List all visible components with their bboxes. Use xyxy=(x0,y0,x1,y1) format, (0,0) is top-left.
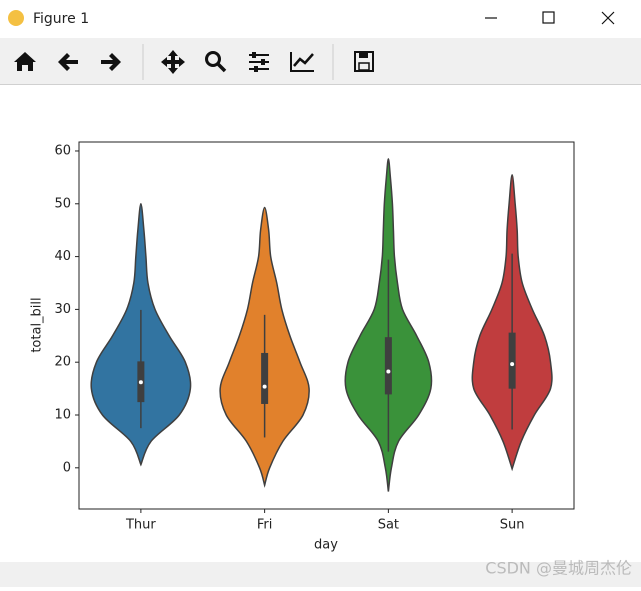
median xyxy=(510,362,515,367)
box xyxy=(261,352,269,404)
y-axis-label: total_bill xyxy=(30,297,45,352)
x-axis-label: day xyxy=(314,538,338,553)
configure-button[interactable] xyxy=(249,52,269,72)
status-bar xyxy=(0,562,641,587)
watermark: CSDN @曼城周杰伦 xyxy=(485,559,632,578)
app-icon xyxy=(8,10,24,26)
toolbar xyxy=(0,38,641,84)
y-tick-label: 20 xyxy=(54,355,71,370)
edit-axes-button[interactable] xyxy=(290,52,314,72)
box xyxy=(384,337,392,395)
plot-area: 0 10 20 30 40 50 60 Thur Fri Sat Sun xyxy=(54,143,553,533)
y-tick-label: 60 xyxy=(54,143,71,158)
save-button[interactable] xyxy=(354,51,374,72)
median xyxy=(138,380,143,385)
y-tick-label: 50 xyxy=(54,196,71,211)
close-button[interactable] xyxy=(601,11,615,25)
x-tick-label: Thur xyxy=(125,518,156,533)
zoom-button[interactable] xyxy=(205,51,227,73)
y-tick-label: 10 xyxy=(54,408,71,423)
y-tick-label: 40 xyxy=(54,249,71,264)
y-tick-label: 30 xyxy=(54,302,71,317)
window-title: Figure 1 xyxy=(33,11,89,27)
y-tick-label: 0 xyxy=(63,460,71,475)
title-bar xyxy=(0,0,641,38)
median xyxy=(386,369,391,374)
x-tick-label: Fri xyxy=(257,518,273,533)
box xyxy=(508,332,516,389)
pan-button[interactable] xyxy=(161,50,185,74)
median xyxy=(262,384,267,389)
home-button[interactable] xyxy=(14,52,36,71)
x-tick-label: Sun xyxy=(500,518,525,533)
forward-button[interactable] xyxy=(101,53,121,71)
maximize-button[interactable] xyxy=(542,11,555,24)
x-tick-label: Sat xyxy=(378,518,399,533)
back-button[interactable] xyxy=(58,53,78,71)
